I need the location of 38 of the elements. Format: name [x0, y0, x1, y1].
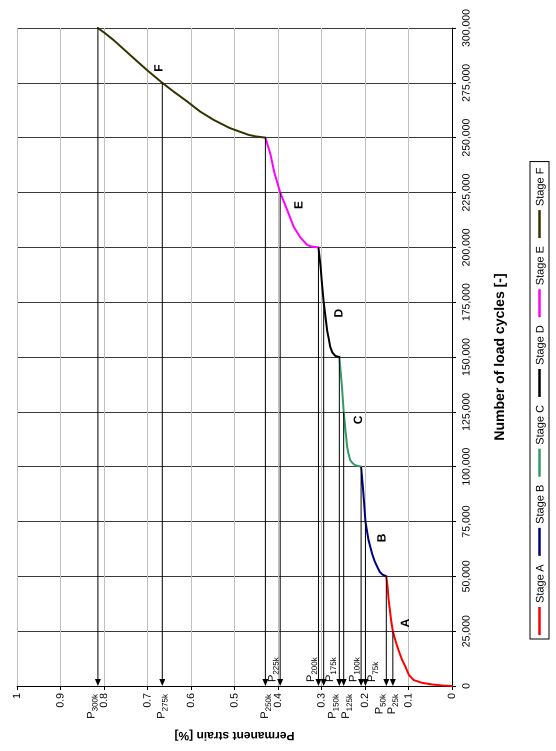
y-tick-label: 225,000	[460, 173, 472, 212]
y-tick-label: 0	[460, 682, 472, 689]
y-tick-label: 300,000	[460, 8, 472, 47]
x-tick-label: 0.5	[228, 692, 240, 708]
annotation: A	[398, 618, 412, 628]
x-tick-label: 0.4	[272, 692, 284, 708]
x-axis-title: Permanent strain [%]	[174, 729, 295, 743]
x-tick-label: 0	[446, 692, 458, 699]
text: Stage C	[534, 404, 546, 445]
y-tick-label: 25,000	[460, 614, 472, 648]
x-tick-label: 0.2	[359, 692, 371, 708]
y-tick-label: 100,000	[460, 448, 472, 486]
y-tick-label: 200,000	[460, 228, 472, 266]
y-tick-label: 75,000	[460, 505, 472, 538]
annotation: D	[331, 308, 346, 318]
y-tick-label: 125,000	[460, 392, 472, 431]
y-axis-title: Number of load cycles [-]	[491, 273, 507, 441]
y-tick-label: 275,000	[460, 64, 472, 102]
x-tick-label: 1	[11, 692, 23, 699]
y-tick-label: 175,000	[460, 283, 472, 322]
y-tick-label: 250,000	[460, 118, 472, 157]
x-tick-label: 0.1	[402, 692, 414, 708]
text: Stage B	[534, 484, 546, 524]
text: Stage D	[534, 325, 546, 365]
annotation: B	[374, 533, 389, 542]
text: Stage F	[534, 167, 546, 206]
annotation: E	[291, 200, 306, 210]
x-tick-label: 0.9	[54, 692, 66, 708]
text: Stage A	[534, 564, 546, 603]
x-tick-label: 0.3	[316, 692, 328, 708]
y-tick-label: 50,000	[460, 560, 472, 592]
annotation: C	[351, 415, 366, 424]
x-tick-label: 0.7	[142, 692, 154, 708]
y-tick-label: 150,000	[460, 338, 472, 376]
text: Stage E	[534, 246, 546, 286]
x-tick-label: 0.6	[185, 692, 197, 708]
x-tick-label: 0.8	[98, 692, 110, 708]
annotation: F	[151, 64, 166, 72]
